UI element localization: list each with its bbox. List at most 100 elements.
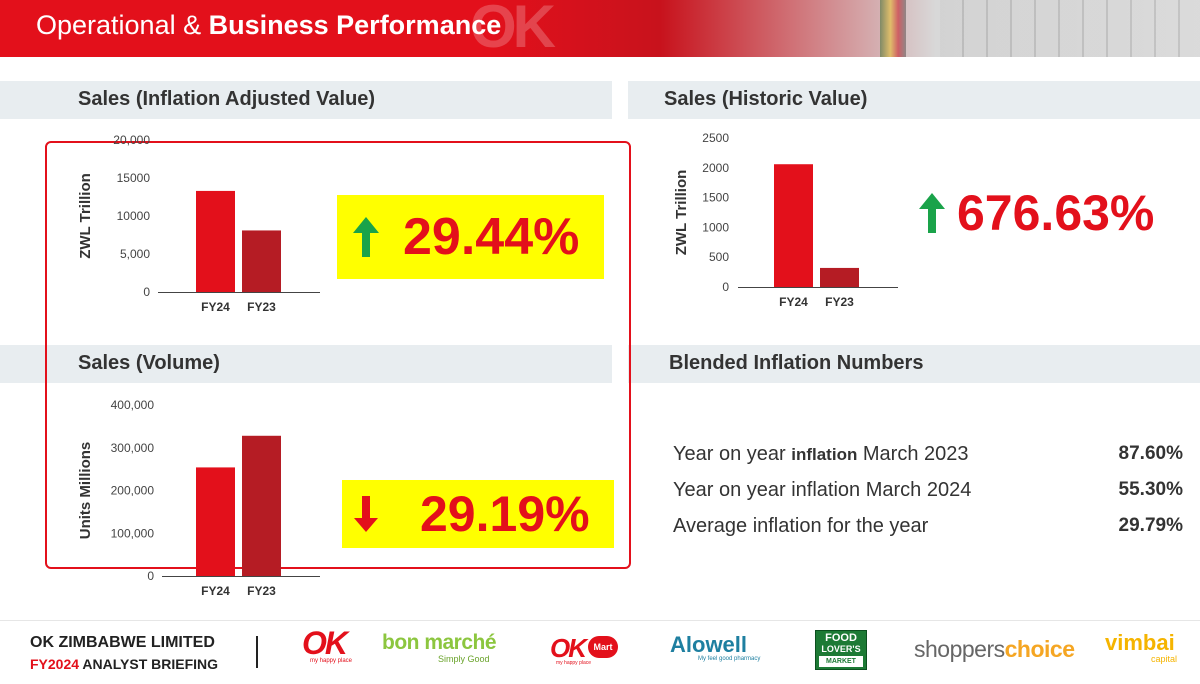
inflation-label-post: March 2023 <box>857 443 969 465</box>
change-callout-inflation-adjusted: 29.44% <box>337 195 604 279</box>
ok-logo-tagline: my happy place <box>310 658 353 664</box>
section-bar-inflation <box>628 345 1200 383</box>
y-tick-label: 0 <box>143 285 150 299</box>
y-tick-label: 0 <box>147 569 154 583</box>
header-banner: OK Operational & Business Performance <box>0 0 1200 57</box>
briefing-text: ANALYST BRIEFING <box>79 656 219 672</box>
vimbai-logo-tagline: capital <box>1151 654 1178 664</box>
ok-logo-text: OK <box>302 625 348 661</box>
inflation-row-label: Year on year inflation March 2023 <box>673 443 969 466</box>
section-title-volume: Sales (Volume) <box>78 352 220 374</box>
alowell-logo: Alowell My feel good pharmacy <box>670 632 761 663</box>
inflation-row: Year on year inflation March 2023 87.60% <box>673 443 1183 473</box>
change-callout-volume: 29.19% <box>342 480 614 548</box>
section-title-historic: Sales (Historic Value) <box>664 88 868 110</box>
alowell-logo-tagline: My feel good pharmacy <box>698 656 761 662</box>
arrow-up-icon <box>917 191 947 235</box>
alowell-logo-text: Alowell <box>670 632 748 657</box>
y-axis-label: ZWL Trillion <box>77 173 94 259</box>
change-value-volume: 29.19% <box>420 486 590 542</box>
inflation-row-label: Average inflation for the year <box>673 515 929 537</box>
chart-inflation-adjusted-svg: ZWL Trillion 0 5,000 10000 15000 20,000 FY24 FY… <box>77 133 320 314</box>
page-title-regular: Operational & <box>36 10 209 40</box>
y-tick-label: 400,000 <box>111 398 155 412</box>
briefing-label: FY2024 ANALYST BRIEFING <box>30 656 218 672</box>
food-lovers-line1: FOOD <box>825 632 857 644</box>
section-title-inflation: Blended Inflation Numbers <box>669 352 924 374</box>
y-tick-label: 5,000 <box>120 247 150 261</box>
inflation-row: Year on year inflation March 2024 55.30% <box>673 479 1183 509</box>
x-category-label: FY24 <box>779 295 808 309</box>
page-title: Operational & Business Performance <box>36 10 501 41</box>
ok-mart-badge: Mart <box>588 636 618 658</box>
company-name: OK ZIMBABWE LIMITED <box>30 634 215 651</box>
vimbai-logo-text: vimbai <box>1105 630 1175 655</box>
shoppers-choice-part2: choice <box>1004 636 1075 662</box>
x-category-label: FY24 <box>201 300 230 314</box>
inflation-row-label: Year on year inflation March 2024 <box>673 479 972 501</box>
bon-marche-logo: bon marché Simply Good <box>382 631 497 665</box>
vimbai-logo: vimbai capital <box>1105 630 1178 665</box>
x-category-label: FY23 <box>825 295 854 309</box>
footer-divider <box>0 620 1200 621</box>
ok-logo: OK my happy place <box>302 625 354 664</box>
inflation-label-bold: inflation <box>791 445 858 464</box>
chart-historic: ZWL Trillion 0 500 1000 1500 2000 2500 FY24 FY23 <box>668 126 908 321</box>
banner-flag-graphic <box>880 0 906 57</box>
inflation-row-value: 87.60% <box>1118 443 1183 464</box>
food-lovers-line2: LOVER'S <box>821 644 861 654</box>
change-value-inflation-adjusted: 29.44% <box>403 208 580 266</box>
inflation-label-pre: Year on year <box>673 443 792 465</box>
inflation-row: Average inflation for the year 29.79% <box>673 515 1183 545</box>
bar-fy23 <box>820 267 859 287</box>
change-callout-historic: 676.63% <box>917 184 1154 242</box>
y-tick-label: 10000 <box>117 209 151 223</box>
shoppers-choice-part1: shoppers <box>914 636 1005 662</box>
x-category-label: FY23 <box>247 584 276 598</box>
y-tick-label: 2000 <box>702 161 729 175</box>
banner-background-graphic: OK <box>470 0 556 57</box>
arrow-up-icon <box>351 215 381 259</box>
x-category-label: FY23 <box>247 300 276 314</box>
food-lovers-line3: MARKET <box>819 656 863 667</box>
y-tick-label: 200,000 <box>111 484 155 498</box>
chart-volume: Units Millions 0 100,000 200,000 300,000 400,… <box>70 393 332 608</box>
banner-store-image <box>940 0 1200 57</box>
page-title-bold: Business Performance <box>208 10 502 40</box>
shoppers-choice-logo: shopperschoice <box>914 636 1075 663</box>
bar-fy23 <box>242 435 281 576</box>
section-bar-volume <box>0 345 612 383</box>
bar-fy23 <box>242 230 281 292</box>
ok-mart-logo: OK Mart my happy place <box>550 633 620 667</box>
ok-mart-logo-tagline: my happy place <box>556 660 592 666</box>
y-tick-label: 20,000 <box>113 133 150 147</box>
y-tick-label: 0 <box>722 280 729 294</box>
change-value-historic: 676.63% <box>957 185 1155 241</box>
inflation-row-value: 55.30% <box>1118 479 1183 500</box>
ok-mart-logo-text: OK <box>550 633 587 663</box>
chart-inflation-adjusted: ZWL Trillion 0 5,000 10000 15000 20,000 FY24 FY… <box>70 128 332 323</box>
bar-fy24 <box>196 190 235 292</box>
y-tick-label: 15000 <box>117 171 151 185</box>
section-bar-inflation-adjusted <box>0 81 612 119</box>
bar-fy24 <box>774 164 813 287</box>
bar-fy24 <box>196 467 235 576</box>
footer-separator <box>256 636 258 668</box>
y-tick-label: 500 <box>709 250 729 264</box>
y-axis-label: ZWL Trillion <box>673 170 690 256</box>
bon-marche-logo-tagline: Simply Good <box>438 654 490 664</box>
y-axis-label: Units Millions <box>77 442 94 540</box>
briefing-year: FY2024 <box>30 656 80 672</box>
food-lovers-logo: FOOD LOVER'S MARKET <box>815 630 867 670</box>
chart-historic-svg: ZWL Trillion 0 500 1000 1500 2000 2500 FY24 FY23 <box>673 131 898 309</box>
y-tick-label: 2500 <box>702 131 729 145</box>
inflation-row-value: 29.79% <box>1118 515 1183 536</box>
chart-volume-svg: Units Millions 0 100,000 200,000 300,000 400,… <box>77 398 320 598</box>
y-tick-label: 1000 <box>702 220 729 234</box>
section-bar-historic <box>628 81 1200 119</box>
bon-marche-logo-text: bon marché <box>382 631 497 654</box>
highlight-frame <box>45 141 631 569</box>
arrow-down-icon <box>352 494 380 534</box>
y-tick-label: 300,000 <box>111 441 155 455</box>
y-tick-label: 1500 <box>702 191 729 205</box>
